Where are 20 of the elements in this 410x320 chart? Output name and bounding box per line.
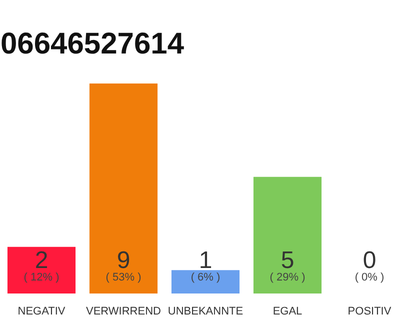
x-tick-label: NEGATIV — [18, 306, 66, 318]
annotation: ( 53% ) — [106, 272, 142, 284]
bar — [7, 246, 76, 294]
annotation: ( 0% ) — [354, 272, 384, 284]
x-tick-label: EGAL — [272, 306, 302, 318]
data-label: 9 — [116, 247, 130, 274]
annotation: ( 29% ) — [270, 272, 306, 284]
x-tick-label: POSITIV — [348, 306, 392, 318]
data-label: 5 — [280, 247, 294, 274]
annotation: ( 6% ) — [190, 272, 220, 284]
data-label: 0 — [362, 247, 376, 274]
data-label: 2 — [34, 247, 48, 274]
bar — [171, 270, 240, 294]
x-tick-label: VERWIRREND — [86, 306, 162, 318]
x-tick-label: UNBEKANNTE — [168, 306, 244, 318]
data-label: 1 — [198, 247, 212, 274]
chart-title: 06646527614 — [0, 28, 184, 60]
annotation: ( 12% ) — [24, 272, 60, 284]
bar — [253, 176, 322, 294]
bar — [89, 84, 158, 294]
